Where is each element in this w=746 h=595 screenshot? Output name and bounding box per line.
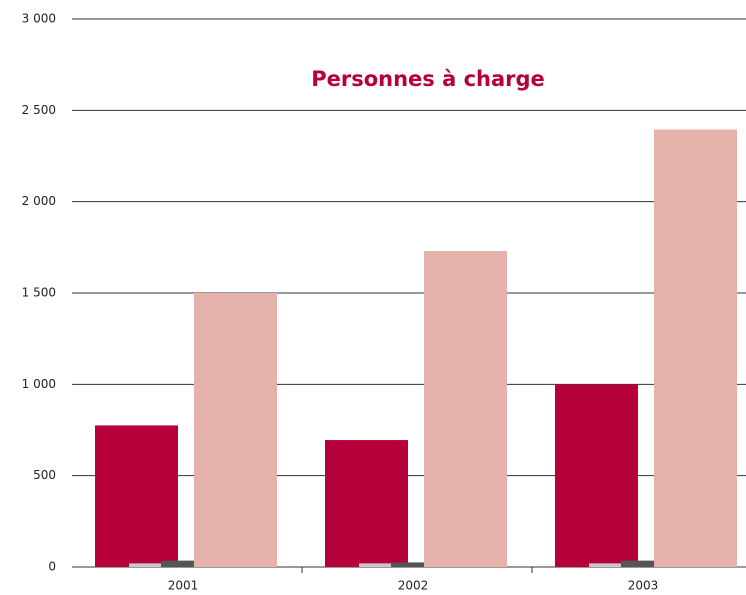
y-tick-label: 2 500 — [22, 103, 56, 117]
y-tick-label: 1 500 — [22, 286, 56, 300]
bar — [654, 129, 737, 567]
bar — [325, 440, 408, 567]
bar — [424, 250, 507, 567]
bar — [589, 563, 621, 567]
bar — [555, 384, 638, 567]
chart-title: Personnes à charge — [311, 67, 545, 91]
bar — [621, 560, 654, 567]
bar — [161, 560, 194, 567]
x-tick-label: 2002 — [398, 579, 429, 593]
x-tick-label: 2003 — [628, 579, 659, 593]
bar — [391, 562, 424, 567]
bar — [95, 425, 178, 567]
bar — [129, 563, 161, 567]
bar — [359, 563, 391, 567]
y-tick-label: 1 000 — [22, 377, 56, 391]
y-tick-label: 2 000 — [22, 194, 56, 208]
y-tick-label: 3 000 — [22, 12, 56, 26]
x-tick-label: 2001 — [168, 579, 199, 593]
bar — [194, 293, 277, 567]
y-tick-label: 500 — [33, 468, 56, 482]
y-tick-label: 0 — [48, 560, 56, 574]
